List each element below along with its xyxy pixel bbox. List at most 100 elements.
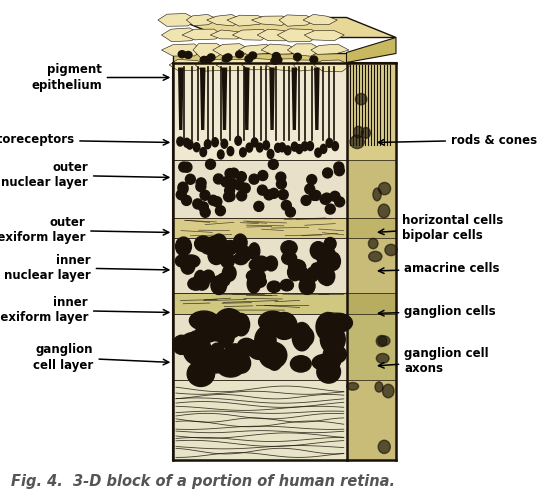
Ellipse shape xyxy=(177,190,186,200)
Text: pigment
epithelium: pigment epithelium xyxy=(31,64,169,92)
Polygon shape xyxy=(162,28,201,42)
Ellipse shape xyxy=(221,252,234,268)
Ellipse shape xyxy=(223,344,246,368)
Ellipse shape xyxy=(277,179,287,189)
Polygon shape xyxy=(173,62,346,460)
Polygon shape xyxy=(304,30,344,40)
Polygon shape xyxy=(232,30,269,40)
Circle shape xyxy=(249,52,257,59)
Ellipse shape xyxy=(325,204,335,214)
Polygon shape xyxy=(216,60,254,71)
Ellipse shape xyxy=(194,270,206,288)
Polygon shape xyxy=(294,60,326,71)
Ellipse shape xyxy=(208,246,224,264)
Ellipse shape xyxy=(179,162,189,172)
Polygon shape xyxy=(346,380,396,460)
Ellipse shape xyxy=(200,208,210,218)
Ellipse shape xyxy=(254,202,264,211)
Ellipse shape xyxy=(334,166,344,175)
Ellipse shape xyxy=(227,146,234,156)
Ellipse shape xyxy=(205,140,211,148)
Ellipse shape xyxy=(307,267,319,281)
Ellipse shape xyxy=(288,264,303,280)
Ellipse shape xyxy=(200,190,210,200)
Ellipse shape xyxy=(251,138,258,147)
Ellipse shape xyxy=(385,244,397,256)
Ellipse shape xyxy=(378,336,390,346)
Ellipse shape xyxy=(330,192,340,202)
Ellipse shape xyxy=(236,172,246,181)
Ellipse shape xyxy=(280,280,293,291)
Ellipse shape xyxy=(323,345,346,364)
Ellipse shape xyxy=(225,192,235,202)
Ellipse shape xyxy=(187,361,214,386)
Ellipse shape xyxy=(175,255,189,267)
Polygon shape xyxy=(158,14,198,26)
Text: rods & cones: rods & cones xyxy=(378,134,537,146)
Ellipse shape xyxy=(319,246,334,258)
Ellipse shape xyxy=(334,162,344,172)
Ellipse shape xyxy=(212,314,234,338)
Ellipse shape xyxy=(285,207,295,217)
Ellipse shape xyxy=(228,179,238,189)
Ellipse shape xyxy=(315,148,321,157)
Text: ganglion cell
axons: ganglion cell axons xyxy=(378,347,489,375)
Ellipse shape xyxy=(378,182,390,194)
Ellipse shape xyxy=(248,340,270,359)
Text: amacrine cells: amacrine cells xyxy=(378,262,500,275)
Polygon shape xyxy=(241,58,278,70)
Ellipse shape xyxy=(346,382,359,390)
Ellipse shape xyxy=(222,240,238,254)
Ellipse shape xyxy=(292,142,298,151)
Ellipse shape xyxy=(217,318,235,348)
Circle shape xyxy=(273,56,281,64)
Ellipse shape xyxy=(382,384,394,398)
Ellipse shape xyxy=(378,440,390,454)
Ellipse shape xyxy=(311,263,322,274)
Ellipse shape xyxy=(234,253,248,264)
Ellipse shape xyxy=(211,234,227,252)
Ellipse shape xyxy=(378,204,390,218)
Ellipse shape xyxy=(295,266,308,280)
Ellipse shape xyxy=(335,197,345,207)
Ellipse shape xyxy=(368,238,378,248)
Polygon shape xyxy=(303,14,337,24)
Ellipse shape xyxy=(212,138,218,146)
Ellipse shape xyxy=(307,142,314,150)
Ellipse shape xyxy=(207,321,227,341)
Ellipse shape xyxy=(282,252,296,264)
Circle shape xyxy=(184,52,192,59)
Ellipse shape xyxy=(212,196,222,206)
Ellipse shape xyxy=(271,312,297,340)
Ellipse shape xyxy=(317,254,331,268)
Ellipse shape xyxy=(325,314,353,332)
Ellipse shape xyxy=(221,241,234,260)
Ellipse shape xyxy=(312,354,340,371)
Text: photoreceptors: photoreceptors xyxy=(0,134,169,146)
Ellipse shape xyxy=(195,362,214,383)
Ellipse shape xyxy=(256,143,263,152)
Ellipse shape xyxy=(267,281,280,292)
Polygon shape xyxy=(210,30,245,39)
Polygon shape xyxy=(227,15,270,26)
Ellipse shape xyxy=(195,275,209,290)
Polygon shape xyxy=(346,38,396,62)
Ellipse shape xyxy=(276,172,286,182)
Ellipse shape xyxy=(211,276,227,294)
Ellipse shape xyxy=(324,238,336,250)
Polygon shape xyxy=(173,160,346,218)
Text: Fig. 4.  3-D block of a portion of human retina.: Fig. 4. 3-D block of a portion of human … xyxy=(11,474,395,489)
Circle shape xyxy=(205,56,212,63)
Ellipse shape xyxy=(284,146,291,155)
Ellipse shape xyxy=(236,246,251,262)
Polygon shape xyxy=(186,14,218,26)
Ellipse shape xyxy=(246,270,263,282)
Ellipse shape xyxy=(326,138,333,147)
Ellipse shape xyxy=(376,336,387,346)
Polygon shape xyxy=(173,52,346,62)
Polygon shape xyxy=(195,59,230,71)
Polygon shape xyxy=(279,15,315,26)
Polygon shape xyxy=(346,218,396,238)
Ellipse shape xyxy=(319,267,335,285)
Polygon shape xyxy=(173,238,346,292)
